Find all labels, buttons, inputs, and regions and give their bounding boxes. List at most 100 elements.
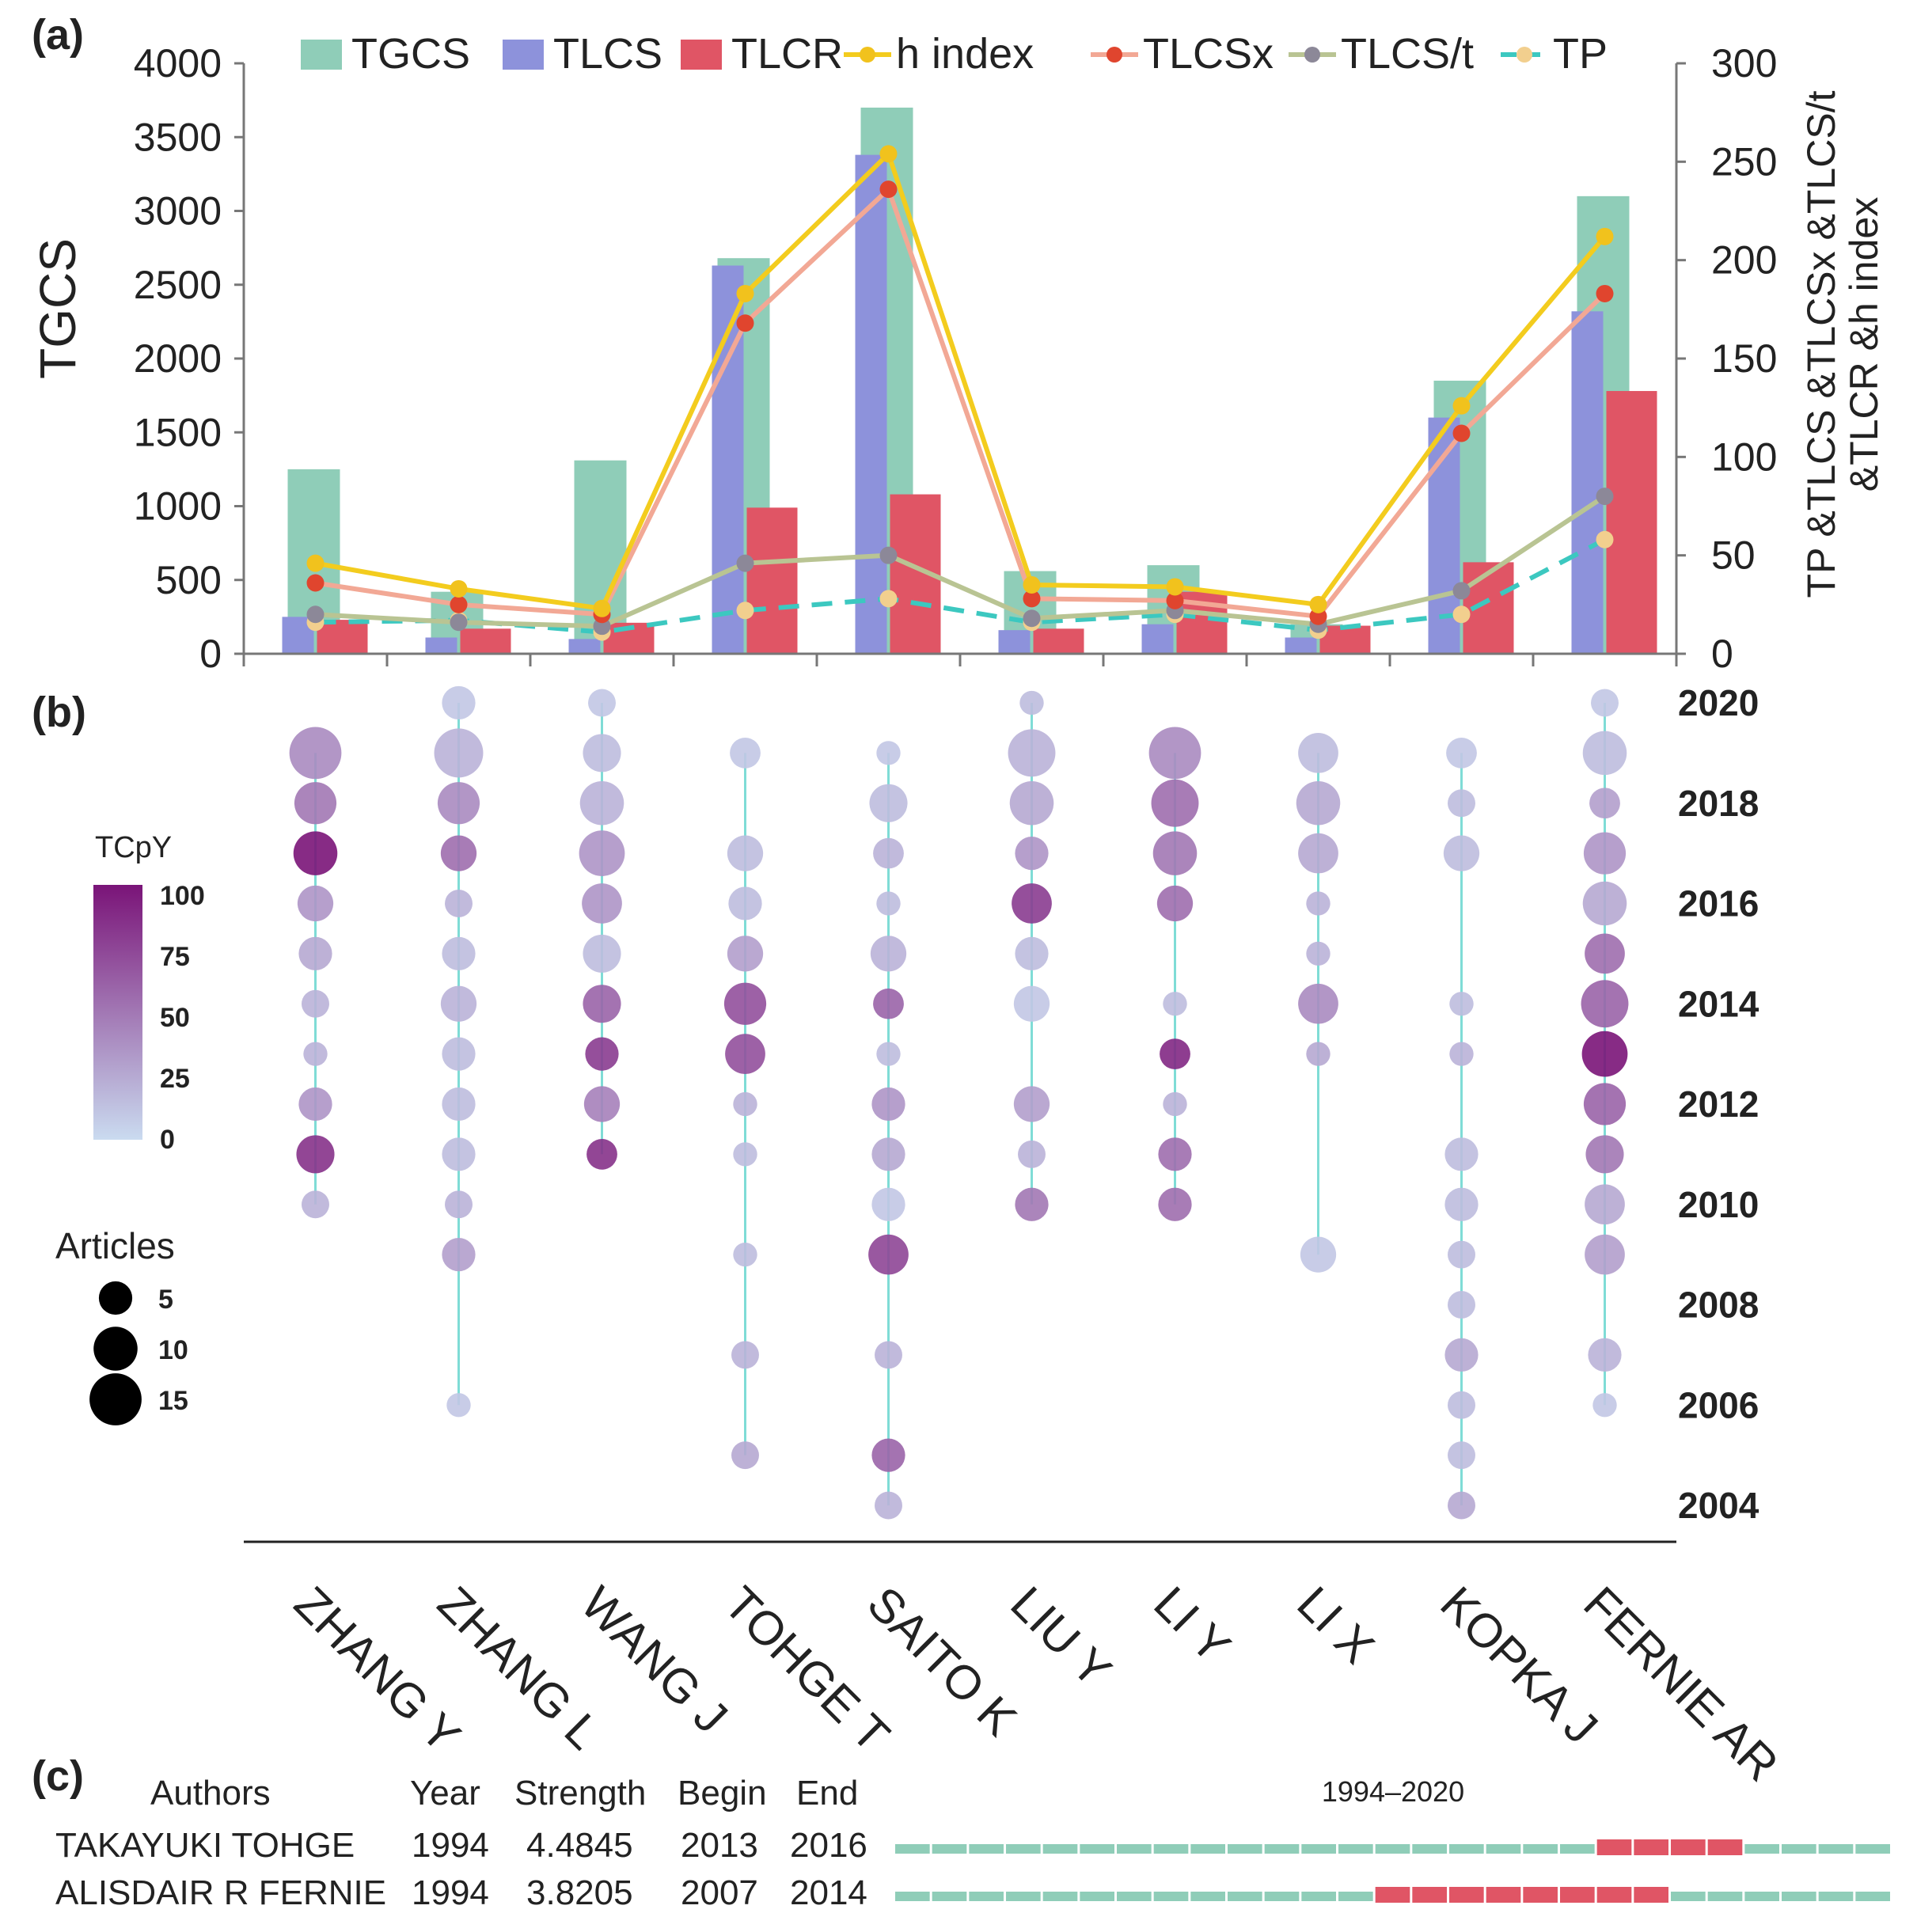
point-hindex-5 [1023,575,1041,594]
bubble-3-0 [730,737,761,769]
bubble-4-10 [868,1234,909,1275]
tcpy-legend-title: TCpY [95,831,172,864]
bubble-4-0 [876,741,901,765]
legend-marker-4 [1107,47,1122,63]
category-label-5: LIU Y [1000,1577,1122,1698]
y2-axis-label-line1: TP &TLCS &TLCSx &TLCS/t [1799,90,1843,598]
point-tlcsx-3 [736,314,754,332]
legend-label-1: TLCS [553,30,662,78]
burst-segment [1449,1887,1484,1903]
bubble-8-1 [1448,789,1475,818]
burst-segment [1596,1839,1632,1855]
bubble-9-10 [1585,1184,1625,1225]
table-header-4: End [796,1774,858,1812]
tcpy-tick-label: 75 [160,942,190,972]
articles-size-circle-2 [89,1373,142,1425]
bubble-1-11 [442,1238,476,1272]
articles-size-label: 10 [158,1335,188,1365]
bubble-6-5 [1160,1038,1190,1070]
row-begin: 2007 [681,1873,758,1912]
bubble-4-1 [869,784,908,822]
row-year: 1994 [412,1873,489,1912]
tcpy-tick-label: 100 [160,881,205,911]
bubble-4-12 [871,1438,905,1472]
bubble-1-10 [445,1190,473,1219]
bubble-4-8 [871,1137,905,1171]
bubble-2-7 [585,1037,619,1071]
bubble-5-6 [1013,985,1050,1022]
point-hindex-4 [879,145,898,163]
b-y-tick-label: 2014 [1678,983,1759,1024]
timeline-segment [969,1892,1004,1901]
point-tlcst-0 [306,605,325,624]
bubble-2-8 [583,1086,621,1122]
bubble-4-7 [871,1087,905,1122]
bubble-8-2 [1443,835,1480,871]
bubble-8-12 [1448,1491,1475,1520]
timeline-segment [1338,1892,1373,1901]
point-tlcst-1 [450,613,468,632]
timeline-segment [1228,1844,1262,1854]
legend-marker-6 [1517,47,1532,63]
row-strength: 4.4845 [526,1826,633,1865]
bubble-2-0 [588,689,616,717]
point-tp-8 [1452,605,1471,624]
panel-label-b: (b) [32,689,86,736]
bubble-8-4 [1449,1042,1474,1066]
b-y-tick-label: 2020 [1678,682,1759,723]
bubble-7-0 [1298,733,1338,773]
y-tick-label: 3000 [134,189,222,233]
row-author: TAKAYUKI TOHGE [55,1826,355,1865]
bubble-7-7 [1300,1236,1337,1273]
bubble-1-8 [442,1087,476,1122]
bar-tlcr-9 [1606,391,1657,654]
bubble-0-4 [298,936,332,970]
bubble-2-4 [582,883,622,924]
bubble-5-2 [1009,780,1054,826]
point-tp-4 [879,590,898,608]
table-header-0: Authors [150,1774,271,1812]
bubble-3-8 [733,1242,757,1267]
bubble-3-2 [728,886,762,920]
timeline-segment [1744,1892,1779,1901]
bar-tlcs-7 [1285,637,1317,654]
point-tlcst-3 [736,554,754,572]
point-hindex-1 [450,579,468,598]
timeline-segment [1228,1892,1262,1901]
y2-tick-label: 200 [1711,238,1777,283]
bubble-1-4 [445,890,473,917]
y-tick-label: 0 [199,632,222,676]
y2-tick-label: 300 [1711,41,1777,85]
timeline-segment [1818,1844,1854,1854]
legend-marker-3 [860,47,875,63]
bar-tlcs-9 [1571,311,1604,654]
bubble-4-6 [876,1042,901,1066]
point-tlcsx-8 [1452,424,1471,442]
tcpy-tick-label: 50 [160,1003,190,1033]
point-tlcsx-1 [450,595,468,613]
bubble-9-1 [1582,731,1627,776]
bubble-9-2 [1589,788,1620,819]
timeline-segment [1190,1892,1225,1901]
legend-label-2: TLCR [731,30,843,78]
bubble-8-5 [1444,1137,1479,1171]
legend-label-3: h index [896,30,1034,78]
bubble-9-5 [1585,933,1625,974]
y2-tick-label: 50 [1711,533,1756,578]
bubble-4-13 [875,1491,902,1520]
bubble-1-2 [437,782,480,825]
bubble-5-4 [1012,883,1052,924]
y-tick-label: 3500 [134,115,222,159]
bubble-9-3 [1583,832,1627,875]
timeline-segment [1117,1844,1152,1854]
b-y-tick-label: 2018 [1678,783,1759,824]
bubble-1-6 [440,985,477,1022]
bubble-6-8 [1158,1187,1192,1221]
row-end: 2014 [790,1873,867,1912]
timeline-segment [1671,1892,1706,1901]
bubble-9-7 [1581,1031,1628,1077]
bubble-0-7 [298,1087,332,1122]
point-tlcst-8 [1452,582,1471,600]
